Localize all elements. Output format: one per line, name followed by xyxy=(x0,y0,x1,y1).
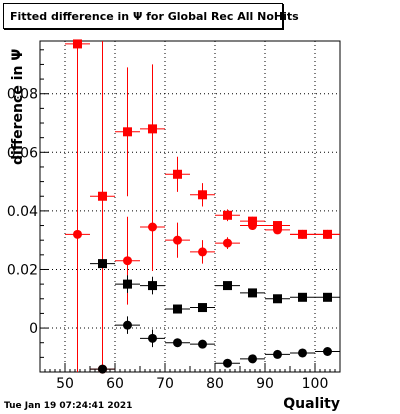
data-point-circle xyxy=(248,354,257,364)
x-tick-label: 70 xyxy=(156,376,174,392)
data-point-square xyxy=(198,190,207,200)
data-point-circle xyxy=(198,339,207,349)
x-tick-label: 100 xyxy=(302,376,329,392)
data-point-circle xyxy=(298,348,307,358)
data-point-circle xyxy=(273,349,282,359)
data-point-circle xyxy=(298,229,307,239)
data-series xyxy=(90,259,340,314)
data-point-circle xyxy=(148,222,157,232)
data-point-square xyxy=(223,281,232,291)
data-point-circle xyxy=(98,364,107,374)
data-layer xyxy=(65,39,340,374)
y-tick-label: 0.06 xyxy=(7,145,38,161)
data-point-square xyxy=(198,303,207,313)
y-axis-label: difference in Ψ xyxy=(10,48,26,165)
data-point-circle xyxy=(73,229,82,239)
data-point-square xyxy=(123,279,132,289)
data-point-square xyxy=(148,124,157,134)
x-tick-label: 90 xyxy=(256,376,274,392)
chart-title: Fitted difference in Ψ for Global Rec Al… xyxy=(3,3,299,29)
plot-frame xyxy=(39,40,341,373)
data-point-circle xyxy=(273,225,282,235)
data-point-square xyxy=(98,259,107,269)
ticks-layer: 50 60 70 80 90 100 0 0.02 0.04 0.06 0.08 xyxy=(7,49,341,392)
data-point-circle xyxy=(173,338,182,348)
timestamp: Tue Jan 19 07:24:41 2021 xyxy=(4,401,133,411)
data-point-circle xyxy=(323,346,332,356)
data-point-circle xyxy=(123,320,132,330)
y-tick-label: 0 xyxy=(29,321,38,337)
data-point-square xyxy=(173,304,182,314)
data-point-square xyxy=(123,127,132,137)
y-tick-label: 0.04 xyxy=(7,204,38,220)
data-point-circle xyxy=(323,229,332,239)
x-tick-label: 60 xyxy=(106,376,124,392)
data-point-square xyxy=(273,294,282,304)
data-point-circle xyxy=(123,256,132,266)
data-point-circle xyxy=(148,333,157,343)
data-series xyxy=(90,316,340,374)
data-point-circle xyxy=(173,235,182,245)
data-point-square xyxy=(148,281,157,291)
data-point-square xyxy=(173,169,182,179)
data-point-circle xyxy=(248,221,257,231)
data-point-square xyxy=(73,39,82,49)
data-point-circle xyxy=(198,247,207,257)
x-tick-label: 50 xyxy=(56,376,74,392)
data-point-square xyxy=(323,292,332,302)
data-point-circle xyxy=(223,238,232,248)
data-point-square xyxy=(298,292,307,302)
data-point-square xyxy=(248,288,257,298)
x-axis-label: Quality xyxy=(283,396,340,412)
x-tick-label: 80 xyxy=(206,376,224,392)
data-point-square xyxy=(223,210,232,220)
y-tick-label: 0.08 xyxy=(7,87,38,103)
data-point-circle xyxy=(223,358,232,368)
y-tick-label: 0.02 xyxy=(7,262,38,278)
